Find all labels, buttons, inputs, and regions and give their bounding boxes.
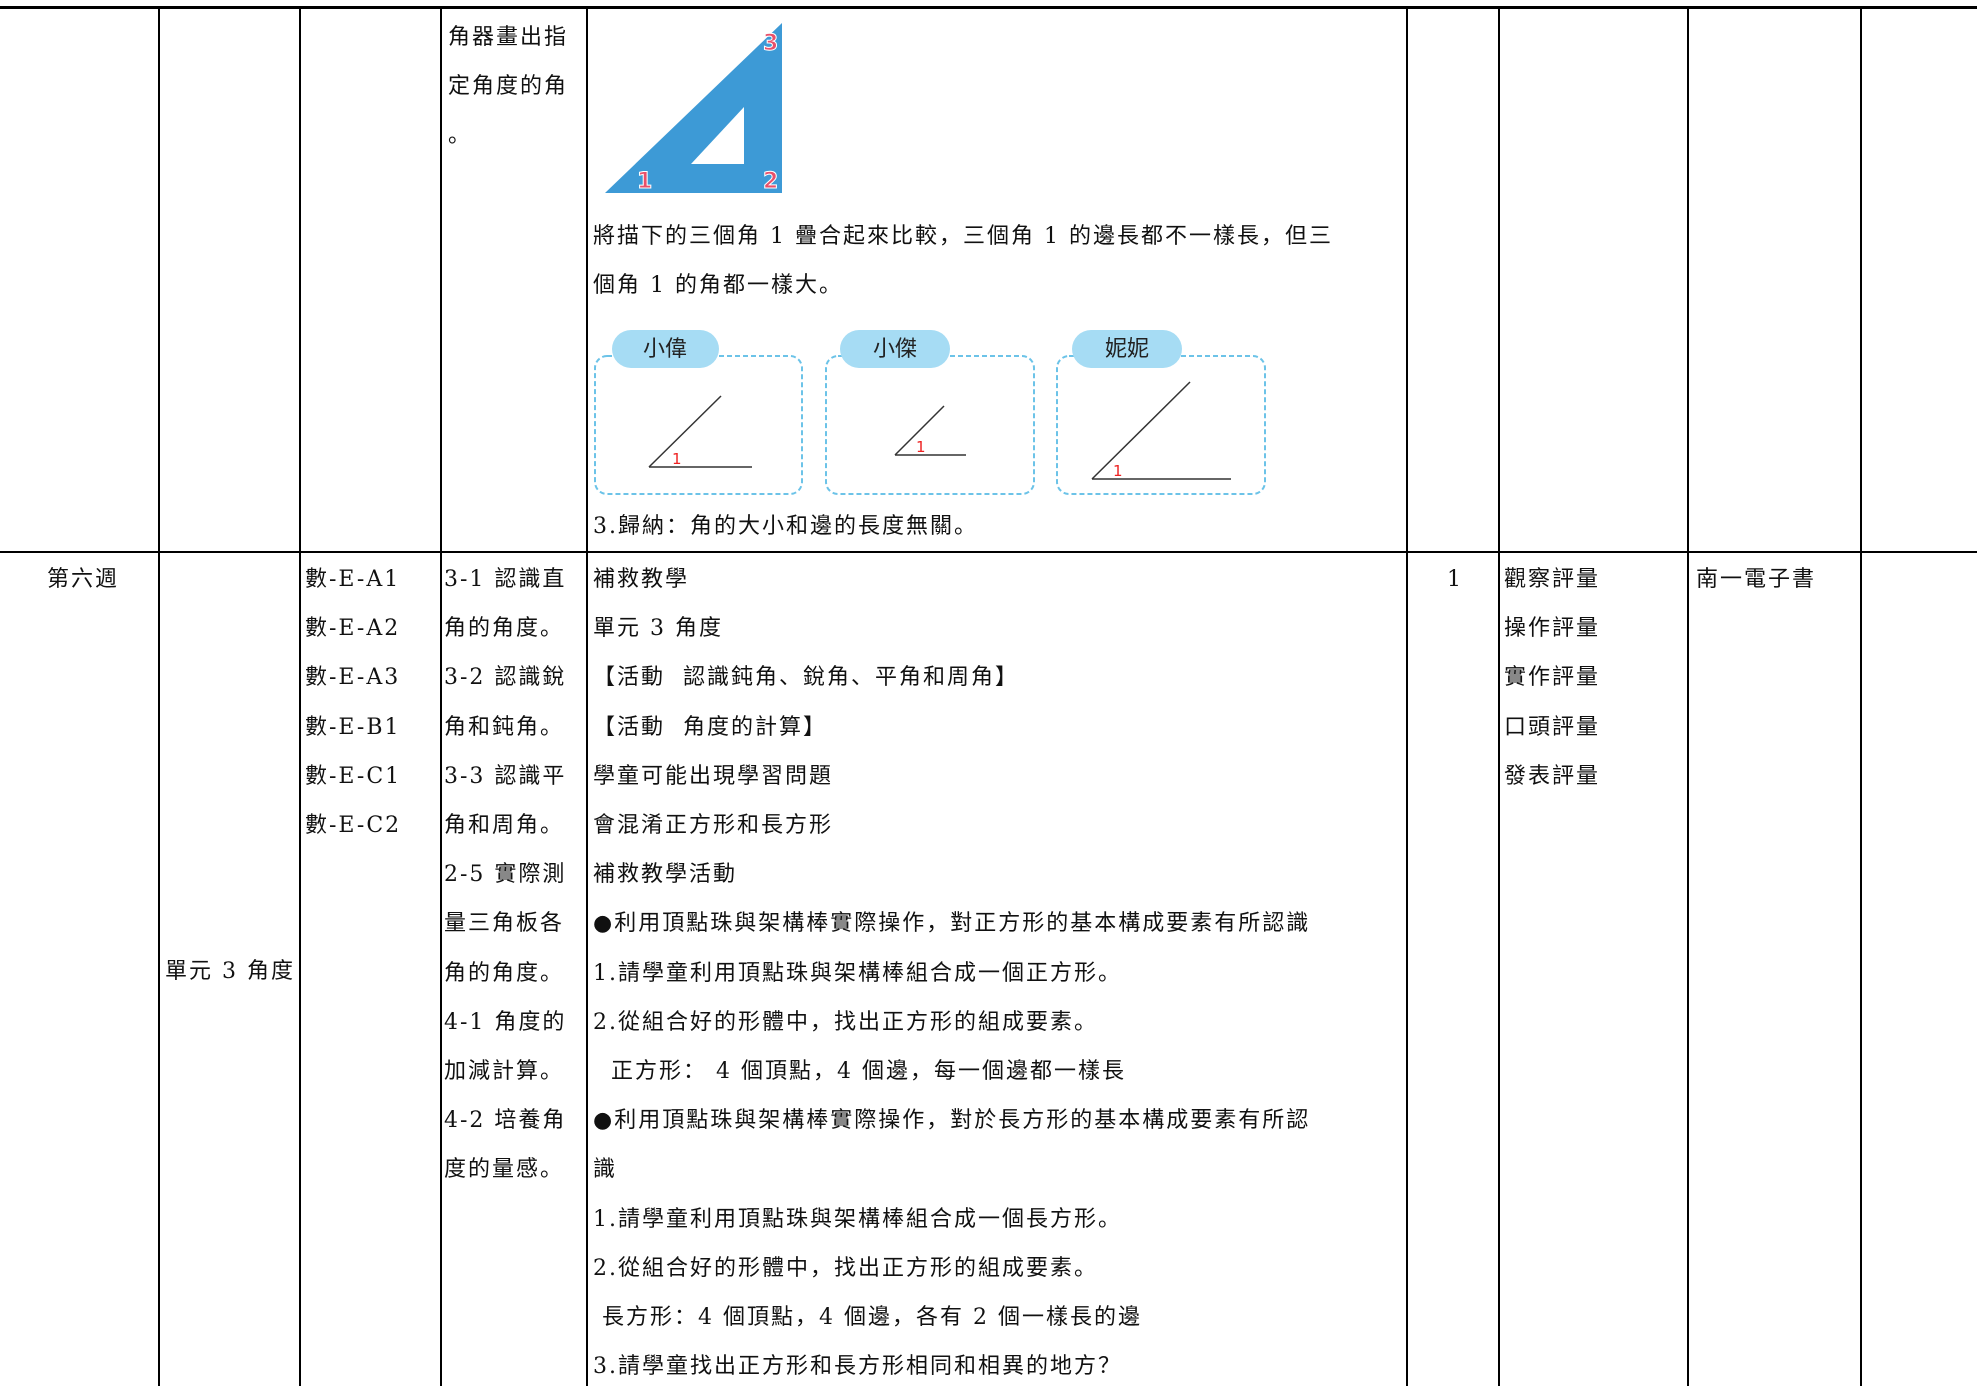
objective-line: 角和周角。: [444, 813, 565, 838]
competency: 數-E-B1: [305, 714, 401, 740]
content-line: 單元 3 角度: [593, 616, 723, 642]
column-border: [1498, 8, 1500, 1386]
angle-mark: 1: [672, 450, 682, 468]
content-line: 3.請學童找出正方形和長方形相同和相異的地方？: [593, 1354, 1122, 1380]
objective-line: 度的量感。: [444, 1157, 565, 1183]
competency: 數-E-A3: [305, 665, 401, 691]
ruler-label: 1: [637, 169, 652, 194]
content-line: 補救教學活動: [593, 862, 738, 888]
content-line: 3.歸納：角的大小和邊的長度無關。: [593, 514, 978, 539]
objective-line: 定角度的角: [448, 74, 569, 100]
panel: 妮妮 1: [1056, 330, 1266, 495]
assessment: 發表評量: [1504, 763, 1601, 789]
objective-line: 3-1 認識直: [444, 567, 567, 592]
objective-line: 3-2 認識銳: [444, 665, 567, 691]
ruler-hole: [691, 107, 744, 164]
ruler-label: 2: [763, 169, 778, 194]
periods: 1: [1447, 567, 1463, 592]
competency: 數-E-A2: [305, 616, 401, 642]
objective-line: 角的角度。: [444, 616, 565, 642]
triangle-ruler: 1 2 3: [605, 23, 782, 195]
objective-line: 角和鈍角。: [444, 714, 565, 740]
column-border: [1687, 8, 1689, 1386]
angle-mark: 1: [1113, 462, 1123, 480]
competency: 數-E-C2: [305, 813, 402, 838]
student-name: 妮妮: [1105, 337, 1149, 362]
border-top: [0, 6, 1977, 9]
panel: 小偉 1: [594, 330, 803, 495]
objective-line: 量三角板各: [444, 911, 565, 937]
assessment: 觀察評量: [1504, 567, 1601, 592]
content-line: 會混淆正方形和長方形: [593, 813, 834, 838]
column-border: [440, 8, 442, 1386]
content-line: 2.從組合好的形體中，找出正方形的組成要素。: [593, 1255, 1098, 1281]
panel: 小傑 1: [825, 330, 1035, 495]
objective-line: 角器畫出指: [448, 25, 569, 50]
panel-frame: [1056, 355, 1266, 495]
content-line: 識: [593, 1157, 618, 1183]
content-line: 2.從組合好的形體中，找出正方形的組成要素。: [593, 1009, 1098, 1035]
unit: 單元 3 角度: [165, 959, 295, 984]
objective-line: 3-3 認識平: [444, 763, 567, 789]
competency: 數-E-C1: [305, 763, 402, 789]
objective-line: 4-1 角度的: [444, 1009, 567, 1035]
column-border: [158, 8, 160, 1386]
content-line: 【活動 認識鈍角、銳角、平角和周角】: [593, 665, 1019, 691]
name-tab: [840, 330, 950, 368]
content-line: ●利用頂點珠與架構棒實際操作，對於長方形的基本構成要素有所認: [593, 1108, 1311, 1134]
competency: 數-E-A1: [305, 567, 401, 592]
column-border: [299, 8, 301, 1386]
illustrations: 1 2 3 小偉 1 小傑 1 妮妮 1: [594, 23, 1266, 495]
week: 第六週: [47, 567, 120, 592]
angle-ray: [894, 405, 945, 456]
content-line: 個角 1 的角都一樣大。: [593, 273, 843, 299]
content-line: ●利用頂點珠與架構棒實際操作，對正方形的基本構成要素有所認識: [593, 911, 1311, 937]
angle-mark: 1: [916, 438, 926, 456]
angle-ray: [1091, 381, 1191, 480]
content-line: 補救教學: [593, 567, 690, 592]
objective-line: 。: [448, 123, 473, 149]
ruler-body: [605, 23, 782, 193]
objective-line: 角的角度。: [444, 960, 565, 986]
assessment: 口頭評量: [1504, 714, 1601, 740]
assessment: 操作評量: [1504, 616, 1601, 642]
student-name: 小傑: [873, 337, 917, 362]
column-border: [1860, 8, 1862, 1386]
panel-frame: [594, 355, 803, 495]
content-line: 將描下的三個角 1 疊合起來比較，三個角 1 的邊長都不一樣長，但三: [593, 224, 1333, 249]
student-name: 小偉: [643, 337, 687, 362]
content-line: 1.請學童利用頂點珠與架構棒組合成一個正方形。: [593, 960, 1122, 986]
name-tab: [612, 330, 719, 368]
objective-line: 2-5 實際測: [444, 862, 567, 888]
assessment: 實作評量: [1504, 665, 1601, 691]
content-line: 長方形：4 個頂點，4 個邊，各有 2 個一樣長的邊: [593, 1305, 1142, 1330]
ruler-label: 3: [763, 31, 778, 56]
angle-ray: [648, 395, 722, 468]
content-line: 【活動 角度的計算】: [593, 714, 827, 740]
panel-frame: [825, 355, 1035, 495]
content-line: 學童可能出現學習問題: [593, 763, 834, 789]
row-border: [0, 551, 1977, 553]
content-line: 1.請學童利用頂點珠與架構棒組合成一個長方形。: [593, 1206, 1122, 1232]
column-border: [1406, 8, 1408, 1386]
resources: 南一電子書: [1696, 567, 1817, 592]
name-tab: [1072, 330, 1182, 368]
content-line: 正方形： 4 個頂點，4 個邊，每一個邊都一樣長: [593, 1059, 1126, 1084]
column-border: [586, 8, 588, 1386]
objective-line: 4-2 培養角: [444, 1108, 567, 1134]
objective-line: 加減計算。: [444, 1059, 565, 1084]
